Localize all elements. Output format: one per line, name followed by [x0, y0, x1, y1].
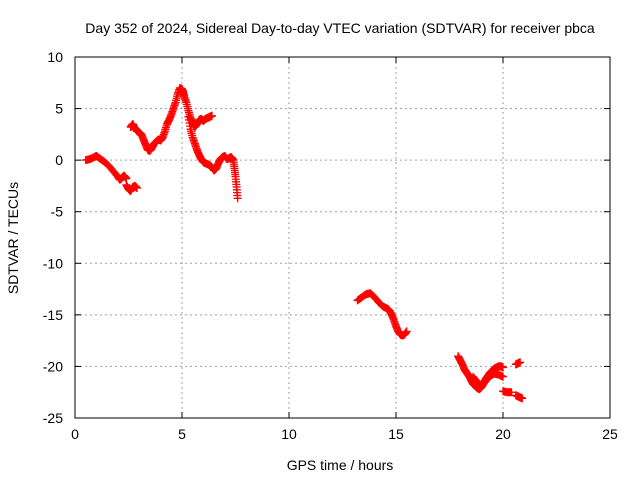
- data-point: [499, 372, 507, 381]
- x-tick-label: 15: [388, 426, 404, 442]
- y-tick-label: -25: [43, 410, 63, 426]
- y-tick-label: -15: [43, 307, 63, 323]
- data-point: [516, 358, 525, 367]
- x-tick-label: 0: [71, 426, 79, 442]
- x-tick-label: 5: [178, 426, 186, 442]
- data-point: [507, 388, 516, 397]
- x-axis-label: GPS time / hours: [287, 457, 394, 473]
- grid: [75, 57, 610, 418]
- series-seg5: [353, 289, 411, 340]
- series-seg10: [511, 358, 525, 369]
- y-tick-label: -20: [43, 358, 63, 374]
- series-seg3: [126, 83, 216, 155]
- series-seg2: [122, 180, 142, 196]
- data-point: [133, 183, 142, 192]
- data-point: [402, 327, 411, 336]
- data-point: [207, 111, 216, 120]
- series-seg7: [469, 369, 507, 391]
- chart-title: Day 352 of 2024, Sidereal Day-to-day VTE…: [85, 20, 595, 36]
- y-tick-label: 0: [55, 152, 63, 168]
- y-tick-label: -10: [43, 255, 63, 271]
- x-tick-label: 20: [495, 426, 511, 442]
- data-point: [499, 363, 507, 372]
- y-tick-label: 5: [55, 101, 63, 117]
- series-seg1: [81, 152, 131, 184]
- y-tick-label: 10: [47, 49, 63, 65]
- y-axis-label: SDTVAR / TECUs: [5, 182, 21, 294]
- series-seg9: [511, 391, 527, 403]
- data-points: [81, 83, 527, 403]
- series-seg8: [499, 387, 516, 397]
- y-tick-label: -5: [51, 204, 64, 220]
- data-point: [518, 394, 527, 403]
- plot-frame: [74, 56, 611, 419]
- series-seg4: [184, 112, 242, 203]
- data-point: [233, 194, 242, 203]
- x-tick-label: 25: [602, 426, 618, 442]
- axis-ticks: 0 5 10 15 20 25 -25 -20 -15 -10 -5 0 5 10: [43, 49, 618, 442]
- x-tick-label: 10: [281, 426, 297, 442]
